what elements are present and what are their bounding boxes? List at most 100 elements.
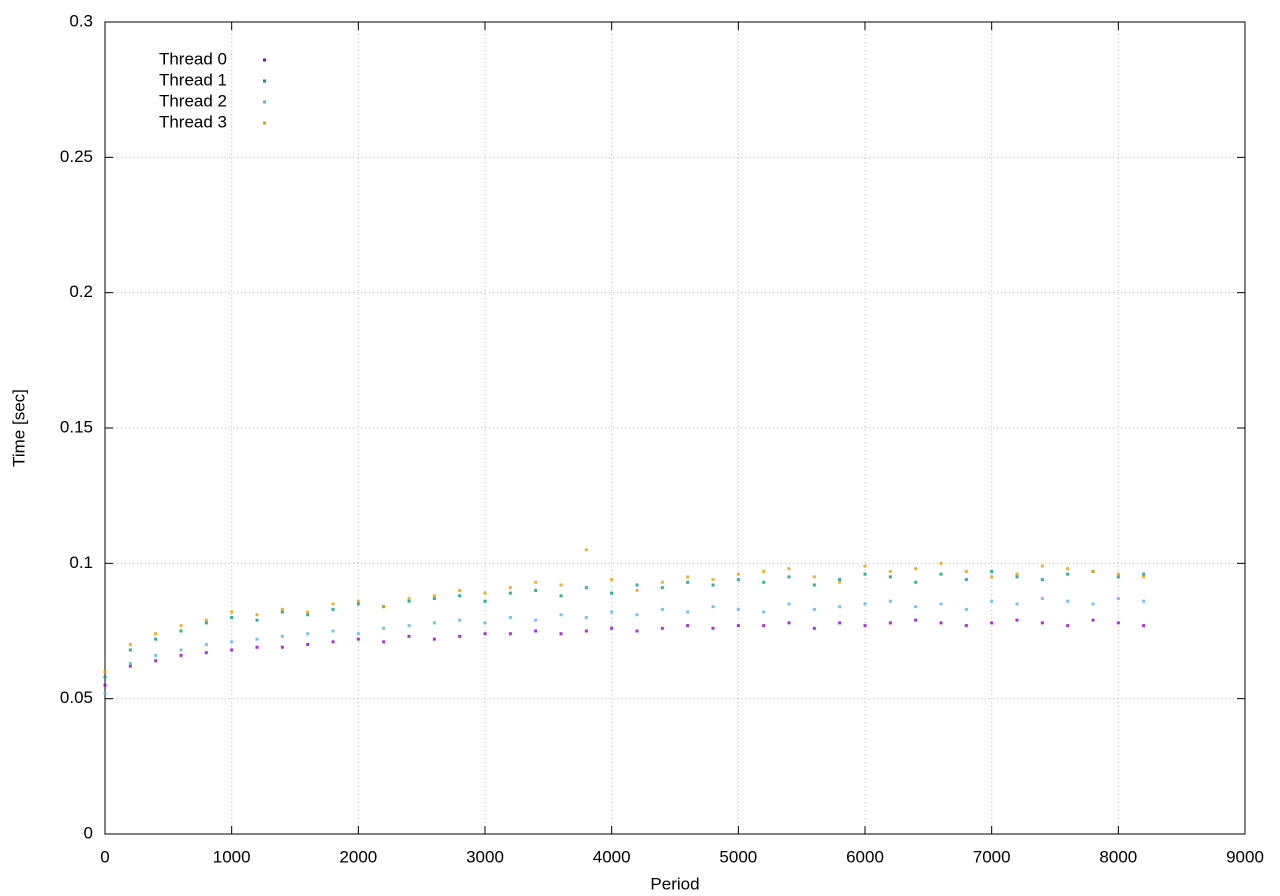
point [660, 626, 664, 630]
point [179, 629, 183, 633]
point [508, 615, 512, 619]
point [964, 569, 968, 573]
point [255, 637, 259, 641]
y-tick-label: 0.3 [69, 11, 93, 30]
point [635, 613, 639, 617]
point [1091, 569, 1095, 573]
point [356, 637, 360, 641]
point [382, 640, 386, 644]
point [559, 613, 563, 617]
point [255, 618, 259, 622]
point [635, 629, 639, 633]
point [382, 626, 386, 630]
point [559, 583, 563, 587]
point [711, 578, 715, 582]
point [407, 634, 411, 638]
point [458, 618, 462, 622]
point [534, 580, 538, 584]
point [255, 645, 259, 649]
y-tick-label: 0.2 [69, 282, 93, 301]
point [458, 594, 462, 598]
point [432, 621, 436, 625]
x-tick-label: 8000 [1099, 847, 1137, 866]
point [610, 610, 614, 614]
point [990, 569, 994, 573]
legend-label: Thread 3 [159, 112, 227, 131]
point [230, 610, 234, 614]
y-tick-label: 0.1 [69, 553, 93, 572]
point [762, 569, 766, 573]
point [483, 632, 487, 636]
point [686, 575, 690, 579]
point [1040, 597, 1044, 601]
point [1066, 624, 1070, 628]
point [179, 624, 183, 628]
point [458, 634, 462, 638]
point [812, 583, 816, 587]
point [888, 569, 892, 573]
point [128, 664, 132, 668]
legend-swatch [263, 100, 266, 104]
point [686, 580, 690, 584]
point [1066, 599, 1070, 603]
point [964, 607, 968, 611]
point [939, 602, 943, 606]
point [1015, 602, 1019, 606]
point [306, 632, 310, 636]
point [888, 621, 892, 625]
point [356, 599, 360, 603]
point [964, 624, 968, 628]
point [407, 599, 411, 603]
point [914, 618, 918, 622]
point [534, 588, 538, 592]
point [787, 602, 791, 606]
x-tick-label: 5000 [719, 847, 757, 866]
point [787, 575, 791, 579]
x-axis-label: Period [650, 874, 699, 893]
point [584, 615, 588, 619]
point [407, 624, 411, 628]
point [204, 618, 208, 622]
point [838, 578, 842, 582]
point [230, 615, 234, 619]
point [660, 607, 664, 611]
point [863, 624, 867, 628]
point [1015, 575, 1019, 579]
point [812, 607, 816, 611]
point [255, 613, 259, 617]
point [736, 607, 740, 611]
point [939, 572, 943, 576]
point [812, 626, 816, 630]
point [280, 634, 284, 638]
point [660, 586, 664, 590]
point [914, 605, 918, 609]
point [711, 583, 715, 587]
point [990, 575, 994, 579]
point [863, 602, 867, 606]
point [635, 583, 639, 587]
y-tick-label: 0.05 [60, 688, 93, 707]
point [914, 567, 918, 571]
x-tick-label: 7000 [973, 847, 1011, 866]
x-tick-label: 9000 [1226, 847, 1264, 866]
point [584, 548, 588, 552]
point [179, 648, 183, 652]
point [280, 607, 284, 611]
y-tick-label: 0 [84, 823, 93, 842]
point [584, 586, 588, 590]
legend-swatch [263, 79, 266, 83]
point [204, 651, 208, 655]
point [1142, 599, 1146, 603]
legend-swatch [263, 58, 266, 62]
point [686, 610, 690, 614]
point [508, 586, 512, 590]
point [610, 591, 614, 595]
plot-frame [104, 21, 1246, 835]
point [914, 580, 918, 584]
point [103, 691, 107, 695]
point [990, 599, 994, 603]
point [1040, 621, 1044, 625]
point [179, 653, 183, 657]
point [483, 591, 487, 595]
